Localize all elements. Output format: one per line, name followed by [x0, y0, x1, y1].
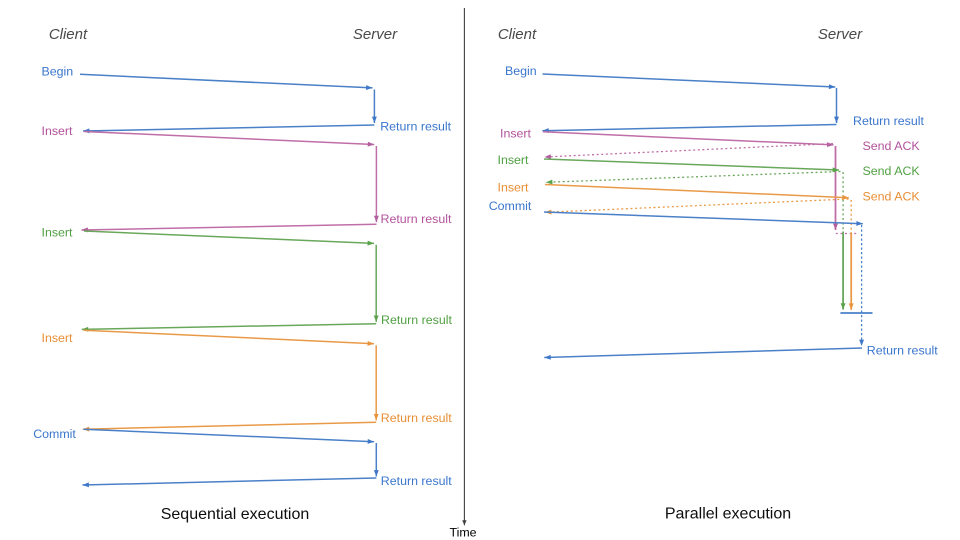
- svg-text:Time: Time: [450, 525, 477, 539]
- svg-text:Server: Server: [818, 26, 863, 43]
- svg-text:Begin: Begin: [42, 65, 74, 79]
- svg-text:Send ACK: Send ACK: [863, 164, 921, 178]
- svg-text:Parallel execution: Parallel execution: [665, 506, 791, 523]
- svg-text:Server: Server: [353, 26, 398, 43]
- svg-text:Return result: Return result: [381, 411, 452, 425]
- svg-text:Client: Client: [498, 26, 537, 43]
- svg-text:Insert: Insert: [498, 153, 530, 167]
- svg-text:Insert: Insert: [500, 127, 532, 141]
- svg-text:Begin: Begin: [505, 64, 537, 78]
- svg-text:Return result: Return result: [381, 212, 452, 226]
- svg-text:Send ACK: Send ACK: [863, 139, 921, 153]
- svg-text:Insert: Insert: [42, 331, 74, 345]
- svg-text:Client: Client: [49, 26, 88, 43]
- svg-text:Return result: Return result: [381, 313, 452, 327]
- svg-text:Insert: Insert: [498, 181, 530, 195]
- svg-text:Return result: Return result: [381, 474, 452, 488]
- svg-text:Return result: Return result: [853, 114, 924, 128]
- svg-text:Insert: Insert: [42, 124, 74, 138]
- svg-text:Commit: Commit: [489, 199, 532, 213]
- svg-text:Return result: Return result: [867, 344, 938, 358]
- svg-text:Commit: Commit: [33, 427, 76, 441]
- svg-text:Send ACK: Send ACK: [863, 190, 921, 204]
- svg-text:Insert: Insert: [42, 226, 74, 240]
- svg-text:Sequential execution: Sequential execution: [161, 506, 310, 523]
- svg-text:Return result: Return result: [380, 120, 451, 134]
